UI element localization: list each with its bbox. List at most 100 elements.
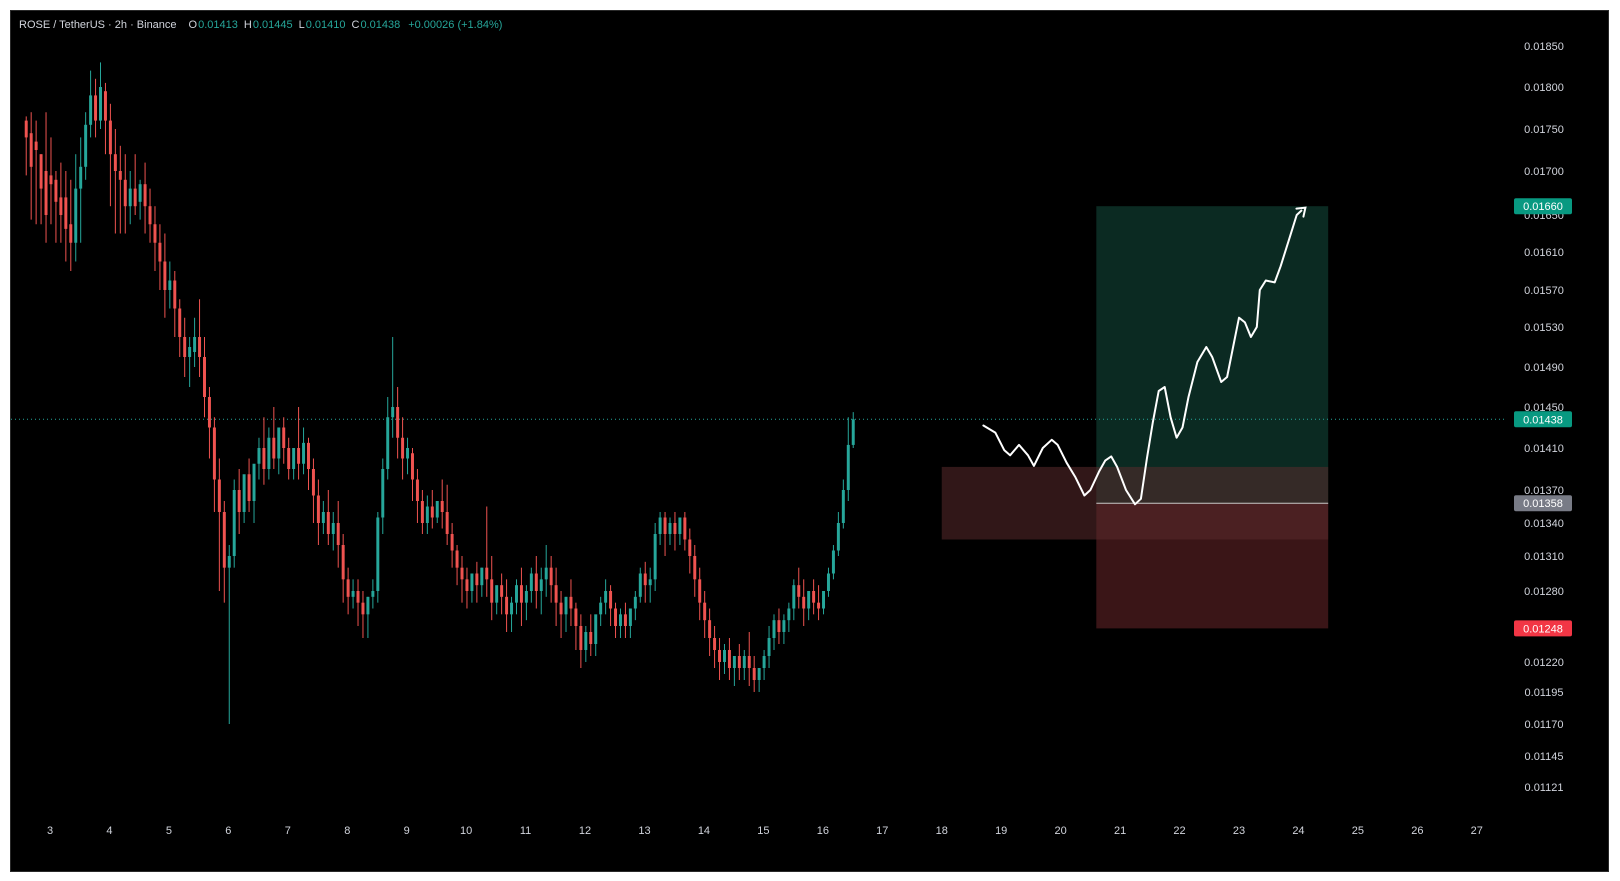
candle-body	[173, 280, 177, 309]
candle-body	[316, 495, 320, 523]
candle-body	[688, 539, 692, 556]
chart-frame[interactable]: ROSE / TetherUS · 2h · Binance O 0.01413 …	[10, 10, 1609, 872]
time-tick-label: 8	[344, 825, 350, 837]
price-tick-label: 0.01370	[1524, 485, 1564, 497]
candle-body	[524, 591, 528, 603]
candle-body	[277, 427, 281, 459]
close-label: C	[351, 19, 360, 31]
candle-body	[108, 120, 112, 155]
price-tick-label: 0.01610	[1524, 247, 1564, 259]
time-tick-label: 7	[285, 825, 291, 837]
candle-body	[440, 501, 444, 512]
last-price-badge: 0.01438	[1523, 414, 1563, 426]
candle-body	[198, 337, 202, 357]
candle-body	[74, 188, 78, 243]
candle-body	[386, 417, 390, 469]
candle-body	[242, 474, 246, 512]
symbol-title[interactable]: ROSE / TetherUS · 2h · Binance	[19, 19, 177, 31]
price-tick-label: 0.01170	[1525, 719, 1564, 731]
price-tick-label: 0.01220	[1524, 657, 1564, 669]
candle-body	[247, 474, 251, 501]
projection-path	[982, 209, 1303, 506]
time-tick-label: 24	[1292, 825, 1304, 837]
low-value: 0.01410	[305, 19, 346, 31]
candle-body	[767, 638, 771, 656]
price-tick-label: 0.01700	[1524, 166, 1564, 178]
time-tick-label: 9	[404, 825, 410, 837]
candle-body	[817, 602, 821, 609]
candle-body	[217, 479, 221, 512]
candle-body	[252, 463, 256, 501]
candle-body	[351, 591, 355, 597]
candle-body	[138, 184, 142, 202]
candle-body	[713, 638, 717, 650]
price-tick-label: 0.01310	[1524, 551, 1564, 563]
price-tick-label: 0.01850	[1524, 41, 1564, 53]
candle-body	[708, 620, 712, 638]
time-tick-label: 3	[47, 825, 53, 837]
candle-body	[391, 407, 395, 418]
candle-body	[727, 650, 731, 668]
candle-body	[79, 166, 83, 189]
candle-body	[505, 596, 509, 615]
candle-body	[341, 545, 345, 580]
candle-body	[321, 512, 325, 523]
time-tick-label: 25	[1352, 825, 1364, 837]
candle-body	[519, 585, 523, 603]
candle-body	[287, 448, 291, 469]
candle-body	[366, 596, 370, 615]
candle-body	[24, 120, 28, 138]
candle-body	[282, 427, 286, 448]
target-zone	[1096, 206, 1329, 504]
candle-body	[693, 556, 697, 580]
candle-body	[183, 337, 187, 357]
candle-body	[227, 556, 231, 568]
target-price-badge-bg	[1514, 198, 1572, 215]
candle-body	[59, 197, 63, 215]
candle-body	[178, 308, 182, 337]
candle-body	[336, 523, 340, 545]
candle-body	[495, 585, 499, 603]
high-label: H	[243, 19, 252, 31]
candle-body	[148, 206, 152, 225]
stop-price-badge: 0.01248	[1523, 623, 1563, 635]
candle-body	[722, 650, 726, 662]
price-tick-label: 0.01145	[1525, 751, 1564, 763]
candle-body	[851, 419, 855, 445]
candle-body	[381, 469, 385, 518]
candle-body	[297, 448, 301, 464]
candle-body	[500, 585, 504, 597]
entry-price-badge-bg	[1514, 495, 1572, 512]
candle-body	[529, 573, 533, 591]
candle-body	[168, 280, 172, 290]
candle-body	[307, 442, 310, 469]
candle-body	[435, 501, 439, 518]
candle-body	[128, 188, 132, 207]
candle-body	[188, 347, 192, 357]
candle-body	[792, 585, 796, 609]
candle-body	[396, 407, 400, 438]
candle-body	[742, 656, 746, 668]
candle-body	[415, 479, 419, 501]
candle-body	[460, 567, 464, 580]
candle-body	[64, 197, 68, 229]
candle-body	[614, 608, 618, 626]
candle-body	[623, 614, 627, 626]
price-tick-label: 0.01490	[1524, 362, 1564, 374]
candle-body	[772, 620, 776, 638]
candle-body	[698, 579, 702, 603]
candle-body	[163, 261, 167, 290]
time-tick-label: 13	[638, 825, 650, 837]
candle-body	[361, 602, 365, 615]
time-tick-label: 26	[1411, 825, 1423, 837]
high-value: 0.01445	[252, 19, 293, 31]
price-tick-label: 0.01280	[1524, 586, 1564, 598]
time-tick-label: 12	[579, 825, 591, 837]
candle-body	[589, 632, 593, 644]
candle-body	[103, 91, 107, 121]
price-chart[interactable]: 0.018500.018000.017500.017000.016500.016…	[11, 11, 1608, 871]
candle-body	[673, 523, 677, 534]
symbol-header: ROSE / TetherUS · 2h · Binance O 0.01413 …	[19, 17, 502, 33]
candle-body	[425, 506, 429, 523]
time-tick-label: 23	[1233, 825, 1245, 837]
